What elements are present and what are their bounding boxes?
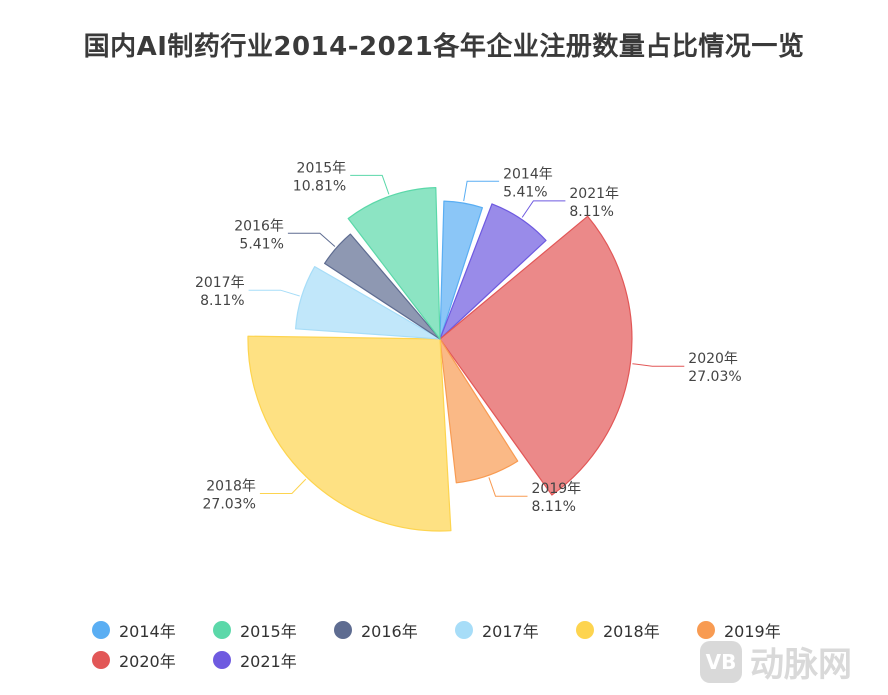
legend-item-2019年[interactable]: 2019年 [697, 618, 781, 642]
slice-2018年[interactable] [247, 335, 452, 532]
legend-item-2015年[interactable]: 2015年 [213, 618, 297, 642]
legend-item-2021年[interactable]: 2021年 [213, 648, 297, 672]
legend-swatch [334, 621, 352, 639]
slice-label-percent: 5.41% [503, 184, 547, 200]
legend-label: 2021年 [240, 652, 297, 671]
legend-label: 2018年 [603, 622, 660, 641]
leader-line-2015年 [350, 174, 390, 195]
slice-label-percent: 8.11% [532, 499, 576, 515]
leader-line-2016年 [287, 232, 336, 247]
slice-label-year: 2019年 [532, 481, 582, 497]
legend-swatch [213, 621, 231, 639]
slice-label-year: 2018年 [206, 479, 256, 495]
legend-item-2020年[interactable]: 2020年 [92, 648, 176, 672]
slice-label-percent: 5.41% [239, 236, 283, 252]
rose-pie-chart: 2014年 5.41% 2021年 8.11% 2020年 27.03% 2019年 8.11… [195, 160, 742, 532]
legend-item-2014年[interactable]: 2014年 [92, 618, 176, 642]
leader-line-2020年 [632, 363, 685, 367]
slice-label-percent: 10.81% [293, 178, 346, 194]
slice-2015年[interactable] [347, 187, 441, 340]
legend-swatch [455, 621, 473, 639]
slice-label-percent: 27.03% [688, 369, 741, 385]
slice-2020年[interactable] [439, 215, 633, 496]
slice-label-year: 2017年 [195, 275, 245, 291]
slice-2017年[interactable] [295, 266, 441, 340]
watermark: VB 动脉网 [700, 637, 852, 686]
legend-label: 2019年 [724, 622, 781, 641]
legend-swatch [576, 621, 594, 639]
watermark-brand: 动脉网 [750, 645, 852, 685]
slice-label-year: 2014年 [503, 166, 553, 182]
slice-label-percent: 27.03% [203, 497, 256, 513]
legend-swatch [92, 651, 110, 669]
legend-label: 2014年 [119, 622, 176, 641]
slice-2014年[interactable] [439, 200, 483, 340]
legend-swatch [697, 621, 715, 639]
legend-label: 2020年 [119, 652, 176, 671]
legend-label: 2015年 [240, 622, 297, 641]
slice-label-year: 2016年 [234, 218, 284, 234]
legend-swatch [213, 651, 231, 669]
slice-label-percent: 8.11% [200, 293, 244, 309]
slice-2019年[interactable] [439, 338, 519, 484]
slice-2021年[interactable] [439, 203, 547, 340]
slice-label-year: 2015年 [297, 160, 347, 176]
leader-line-2021年 [521, 200, 566, 218]
slice-label-year: 2021年 [569, 186, 619, 202]
chart-title: 国内AI制药行业2014-2021各年企业注册数量占比情况一览 [83, 32, 805, 62]
leader-line-2019年 [488, 477, 528, 497]
slice-label-year: 2020年 [688, 351, 738, 367]
legend-label: 2016年 [361, 622, 418, 641]
leader-line-2017年 [248, 289, 300, 297]
slice-2016年[interactable] [324, 233, 441, 340]
watermark-logo: VB [700, 640, 742, 683]
legend-swatch [92, 621, 110, 639]
legend-item-2018年[interactable]: 2018年 [576, 618, 660, 642]
slice-label-percent: 8.11% [569, 204, 613, 220]
legend-label: 2017年 [482, 622, 539, 641]
leader-line-2014年 [463, 180, 500, 202]
legend-item-2017年[interactable]: 2017年 [455, 618, 539, 642]
legend-item-2016年[interactable]: 2016年 [334, 618, 418, 642]
leader-line-2018年 [259, 478, 307, 494]
